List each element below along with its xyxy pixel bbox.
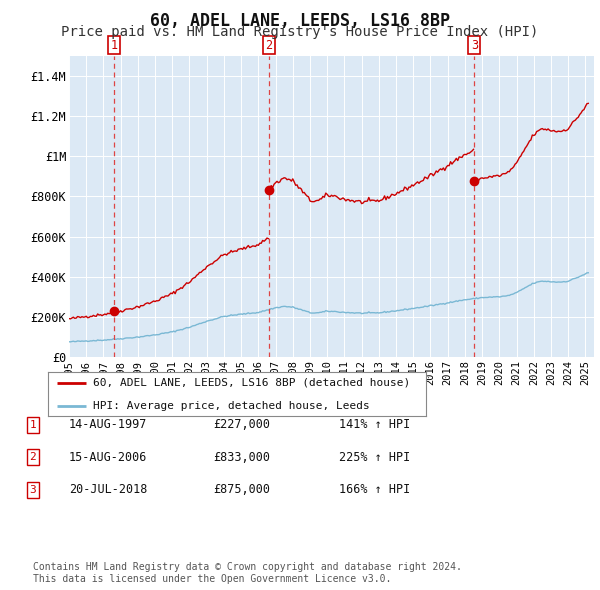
Text: 15-AUG-2006: 15-AUG-2006 [69,451,148,464]
Text: 20-JUL-2018: 20-JUL-2018 [69,483,148,496]
Text: 141% ↑ HPI: 141% ↑ HPI [339,418,410,431]
Text: Price paid vs. HM Land Registry's House Price Index (HPI): Price paid vs. HM Land Registry's House … [61,25,539,39]
Text: 166% ↑ HPI: 166% ↑ HPI [339,483,410,496]
Text: 60, ADEL LANE, LEEDS, LS16 8BP: 60, ADEL LANE, LEEDS, LS16 8BP [150,12,450,30]
Text: 225% ↑ HPI: 225% ↑ HPI [339,451,410,464]
Text: 14-AUG-1997: 14-AUG-1997 [69,418,148,431]
Text: Contains HM Land Registry data © Crown copyright and database right 2024.
This d: Contains HM Land Registry data © Crown c… [33,562,462,584]
Text: £875,000: £875,000 [213,483,270,496]
Text: £833,000: £833,000 [213,451,270,464]
Text: 1: 1 [110,38,118,51]
Text: 2: 2 [29,453,37,462]
Text: 60, ADEL LANE, LEEDS, LS16 8BP (detached house): 60, ADEL LANE, LEEDS, LS16 8BP (detached… [94,378,410,388]
Text: 3: 3 [471,38,478,51]
Text: 2: 2 [265,38,272,51]
Text: £227,000: £227,000 [213,418,270,431]
Text: HPI: Average price, detached house, Leeds: HPI: Average price, detached house, Leed… [94,401,370,411]
Text: 3: 3 [29,485,37,494]
Text: 1: 1 [29,420,37,430]
